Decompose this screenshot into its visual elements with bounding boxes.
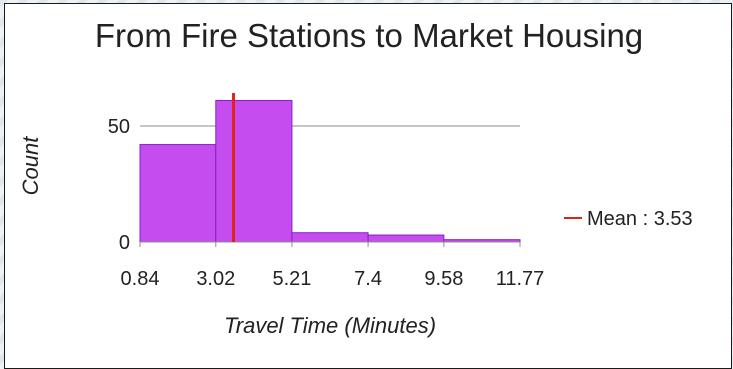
x-tick-label-1: 3.02 [196,268,235,290]
x-tick-label-2: 5.21 [272,268,311,290]
histogram-bar-1 [139,144,217,243]
histogram-bar-4 [367,234,445,243]
x-tick-label-3: 7.4 [354,268,382,290]
histogram-bar-3 [291,232,369,243]
x-tick-label-5: 11.77 [496,268,545,290]
x-tick-label-0: 0.84 [121,268,160,290]
y-axis-label: Count [18,136,43,196]
chart-title: From Fire Stations to Market Housing [95,17,643,54]
plot-area: 0 50 0.84 3.02 5.21 7.4 9.58 11.77 [108,93,545,290]
legend: Mean : 3.53 [564,208,693,230]
y-tick-label-0: 0 [119,232,130,254]
y-tick-label-1: 50 [108,116,130,138]
x-tick-label-4: 9.58 [424,268,463,290]
x-axis-label: Travel Time (Minutes) [224,313,436,338]
histogram-bar-2 [215,99,293,243]
legend-mean-label: Mean : 3.53 [587,208,693,230]
chart-panel [4,3,732,369]
